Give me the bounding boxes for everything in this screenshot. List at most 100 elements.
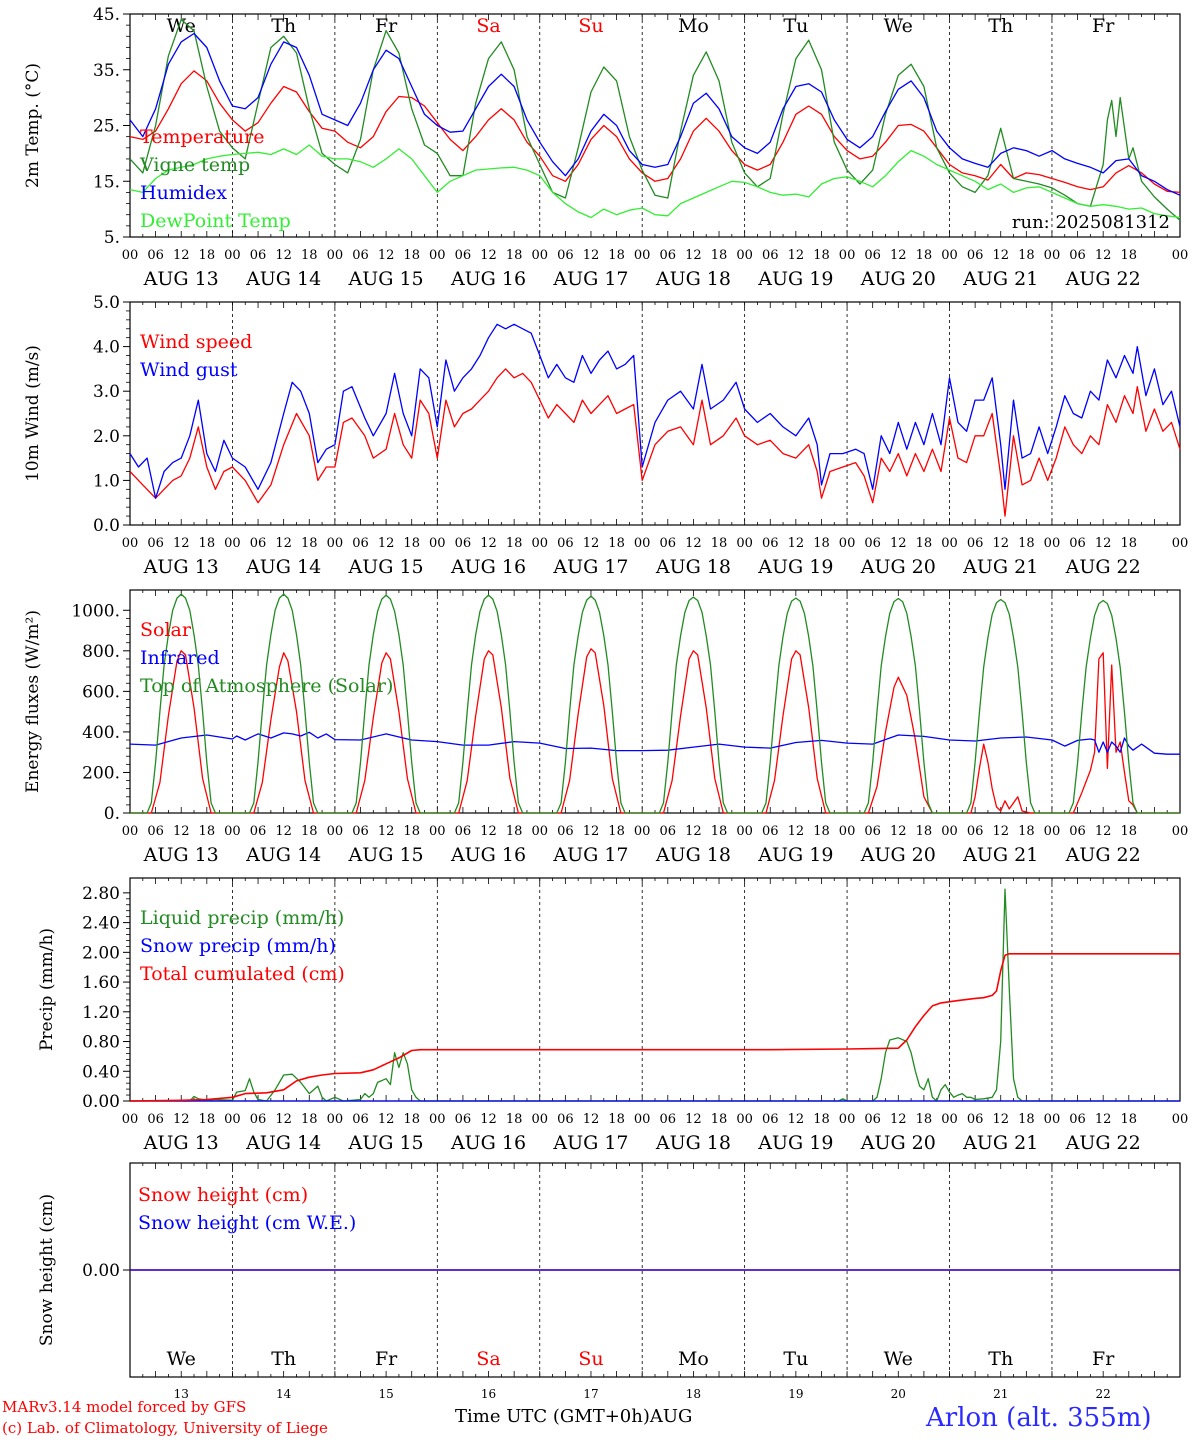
panel-3-hour-label: 00 [224,824,241,839]
panel-4-date-label: AUG 16 [450,1132,526,1154]
panel-1-date-label: AUG 20 [860,268,936,290]
panel-5-weekday-label: Th [271,1348,296,1370]
panel-1-hour-label: 06 [557,248,574,263]
panel-1-hour-label: 00 [1172,248,1189,263]
panel-4-y-tick-label: 1.60 [82,973,120,993]
panel-3-date-label: AUG 19 [757,844,833,866]
panel-3-hour-label: 12 [992,824,1009,839]
panel-3-date-label: AUG 20 [860,844,936,866]
panel-1-weekday-label: Th [988,15,1013,37]
panel-5-legend-entry: Snow height (cm) [138,1184,308,1206]
panel-4-hour-label: 12 [173,1112,190,1127]
panel-2-hour-label: 00 [122,536,139,551]
panel-1-hour-label: 12 [992,248,1009,263]
panel-1-y-tick-label: 35. [93,61,120,81]
panel-1-date-label: AUG 22 [1065,268,1141,290]
panel-3-y-tick-label: 800. [82,642,120,662]
panel-5-legend-entry: Snow height (cm W.E.) [138,1212,356,1234]
panel-5-y-tick-label: 0.00 [82,1261,120,1281]
panel-5-day-number: 19 [788,1387,803,1401]
panel-2-hour-label: 00 [429,536,446,551]
panel-2-hour-label: 18 [1121,536,1138,551]
panel-2-hour-label: 06 [455,536,472,551]
panel-4-hour-label: 12 [788,1112,805,1127]
panel-4-date-label: AUG 21 [962,1132,1038,1154]
panel-1-y-tick-label: 45. [93,5,120,25]
panel-2-hour-label: 18 [711,536,728,551]
panel-1-hour-label: 00 [531,248,548,263]
panel-4-y-tick-label: 1.20 [82,1003,120,1023]
panel-1-hour-label: 18 [813,248,830,263]
panel-5-weekday-label: Mo [678,1348,709,1370]
panel-3-hour-label: 00 [1172,824,1189,839]
panel-1-frame [129,13,1181,238]
panel-1-hour-label: 12 [275,248,292,263]
panel-2-hour-label: 00 [839,536,856,551]
panel-1-weekday-label: Tu [783,15,808,37]
panel-3-date-label: AUG 16 [450,844,526,866]
panel-1-hour-label: 06 [864,248,881,263]
panel-4-date-label: AUG 19 [757,1132,833,1154]
panel-2-hour-label: 12 [1095,536,1112,551]
panel-2-date-label: AUG 15 [348,556,424,578]
panel-4-hour-label: 12 [583,1112,600,1127]
panel-3-y-tick-label: 200. [82,763,120,783]
panel-2-hour-label: 06 [557,536,574,551]
panel-1-hour-label: 00 [224,248,241,263]
panel-1-weekday-label: Mo [678,15,709,37]
panel-4-hour-label: 06 [557,1112,574,1127]
panel-1-hour-label: 18 [403,248,420,263]
panel-1-date-label: AUG 16 [450,268,526,290]
panel-2-hour-label: 06 [352,536,369,551]
panel-4-y-tick-label: 0.80 [82,1033,120,1053]
panel-1-hour-label: 00 [839,248,856,263]
panel-1-hour-label: 06 [660,248,677,263]
panel-1-hour-label: 00 [327,248,344,263]
panel-2-hour-label: 12 [275,536,292,551]
panel-1-hour-label: 00 [941,248,958,263]
panel-1-series-vigne-temp [129,18,1181,221]
panel-2-series-wind-gust [129,323,1181,499]
panel-4-hour-label: 06 [762,1112,779,1127]
panel-3-hour-label: 18 [403,824,420,839]
panel-1-y-tick-label: 15. [93,172,120,192]
panel-1-hour-label: 18 [608,248,625,263]
panel-1-hour-label: 06 [967,248,984,263]
panel-1-hour-label: 18 [506,248,523,263]
panel-4-date-label: AUG 20 [860,1132,936,1154]
panel-1-hour-label: 00 [122,248,139,263]
panel-4-date-label: AUG 22 [1065,1132,1141,1154]
panel-3-frame [129,589,1181,814]
panel-4-hour-label: 00 [736,1112,753,1127]
panel-2-hour-label: 12 [685,536,702,551]
panel-4-hour-label: 12 [890,1112,907,1127]
panel-1-hour-label: 12 [1095,248,1112,263]
panel-4-hour-label: 06 [352,1112,369,1127]
panel-3-hour-label: 06 [660,824,677,839]
panel-4-legend-entry: Liquid precip (mm/h) [140,907,344,929]
panel-3-date-label: AUG 15 [348,844,424,866]
panel-5-weekday-label: Su [578,1348,603,1370]
panel-4-hour-label: 00 [122,1112,139,1127]
panel-4-hour-label: 00 [839,1112,856,1127]
panel-5-day-number: 21 [993,1387,1008,1401]
panel-2-date-label: AUG 20 [860,556,936,578]
panel-2-hour-label: 18 [608,536,625,551]
panel-1-legend-entry: Humidex [140,182,227,204]
panel-2-date-label: AUG 19 [757,556,833,578]
panel-1-hour-label: 00 [634,248,651,263]
panel-2-legend-entry: Wind gust [140,359,238,381]
panel-2-hour-label: 18 [813,536,830,551]
panel-5-weekday-label: Fr [375,1348,398,1370]
panel-3-series-top-of-atmosphere-solar [130,593,1180,814]
panel-5-day-number: 18 [686,1387,701,1401]
panel-4-hour-label: 00 [429,1112,446,1127]
panel-4-date-label: AUG 14 [245,1132,321,1154]
panel-4-hour-label: 12 [992,1112,1009,1127]
panel-2-hour-label: 12 [992,536,1009,551]
panel-2-hour-label: 06 [967,536,984,551]
panel-5-weekday-label: Tu [783,1348,808,1370]
panel-2-hour-label: 00 [1172,536,1189,551]
panel-3-hour-label: 00 [1044,824,1061,839]
panel-2-hour-label: 06 [660,536,677,551]
